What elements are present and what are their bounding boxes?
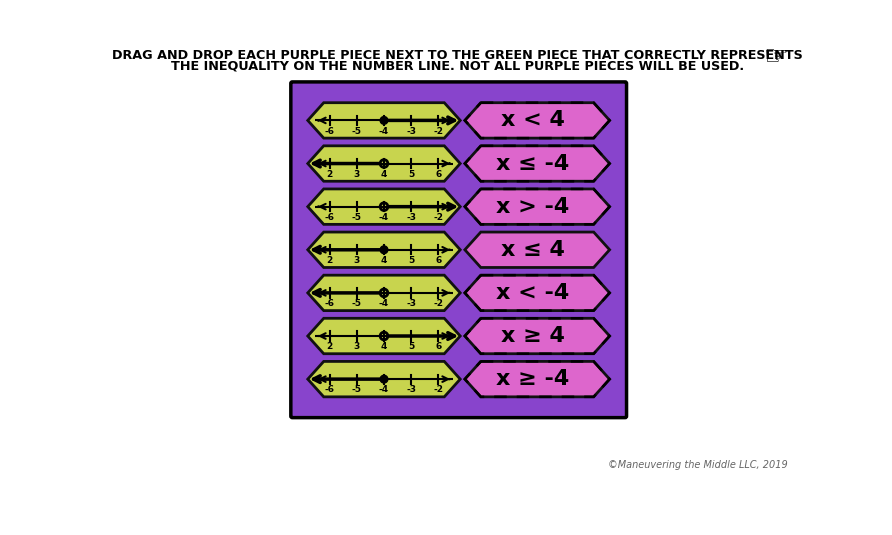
Text: x ≥ 4: x ≥ 4 bbox=[501, 326, 565, 346]
Text: -2: -2 bbox=[434, 299, 443, 308]
Polygon shape bbox=[308, 362, 460, 397]
Circle shape bbox=[380, 246, 388, 254]
Text: 5: 5 bbox=[408, 256, 414, 265]
Text: -4: -4 bbox=[379, 299, 389, 308]
Text: x ≤ 4: x ≤ 4 bbox=[501, 240, 565, 260]
Text: 3: 3 bbox=[354, 342, 360, 351]
Polygon shape bbox=[465, 103, 609, 138]
Text: ☞: ☞ bbox=[764, 43, 789, 71]
Text: -2: -2 bbox=[434, 385, 443, 394]
Polygon shape bbox=[465, 318, 609, 354]
Text: 4: 4 bbox=[381, 256, 387, 265]
Text: 5: 5 bbox=[408, 170, 414, 179]
Text: -6: -6 bbox=[325, 299, 334, 308]
Text: 2: 2 bbox=[326, 342, 333, 351]
Polygon shape bbox=[308, 318, 460, 354]
Text: -5: -5 bbox=[352, 299, 362, 308]
Text: -6: -6 bbox=[325, 213, 334, 222]
Text: 6: 6 bbox=[435, 256, 442, 265]
Text: 4: 4 bbox=[381, 342, 387, 351]
Text: -6: -6 bbox=[325, 385, 334, 394]
Text: -3: -3 bbox=[406, 299, 416, 308]
Text: 4: 4 bbox=[381, 170, 387, 179]
Polygon shape bbox=[308, 275, 460, 311]
Text: 6: 6 bbox=[435, 342, 442, 351]
Text: x ≤ -4: x ≤ -4 bbox=[496, 154, 569, 173]
Circle shape bbox=[380, 117, 388, 124]
Text: -6: -6 bbox=[325, 127, 334, 135]
Text: 6: 6 bbox=[435, 170, 442, 179]
Text: 5: 5 bbox=[408, 342, 414, 351]
Text: -3: -3 bbox=[406, 213, 416, 222]
Circle shape bbox=[380, 289, 388, 297]
Circle shape bbox=[380, 159, 388, 167]
Polygon shape bbox=[465, 362, 609, 397]
Text: x > -4: x > -4 bbox=[496, 197, 569, 217]
Text: ©Maneuvering the Middle LLC, 2019: ©Maneuvering the Middle LLC, 2019 bbox=[608, 460, 789, 470]
Polygon shape bbox=[465, 232, 609, 268]
Text: 2: 2 bbox=[326, 256, 333, 265]
Circle shape bbox=[380, 332, 388, 340]
Polygon shape bbox=[308, 146, 460, 181]
Text: 3: 3 bbox=[354, 170, 360, 179]
Circle shape bbox=[380, 203, 388, 210]
Text: -3: -3 bbox=[406, 127, 416, 135]
Text: -5: -5 bbox=[352, 213, 362, 222]
Text: DRAG AND DROP EACH PURPLE PIECE NEXT TO THE GREEN PIECE THAT CORRECTLY REPRESENT: DRAG AND DROP EACH PURPLE PIECE NEXT TO … bbox=[112, 49, 803, 62]
Text: x ≥ -4: x ≥ -4 bbox=[496, 369, 569, 389]
Text: -4: -4 bbox=[379, 385, 389, 394]
Polygon shape bbox=[465, 189, 609, 224]
Text: -2: -2 bbox=[434, 213, 443, 222]
Polygon shape bbox=[308, 232, 460, 268]
Text: x < 4: x < 4 bbox=[501, 110, 565, 131]
Text: -2: -2 bbox=[434, 127, 443, 135]
Polygon shape bbox=[308, 103, 460, 138]
Text: 2: 2 bbox=[326, 170, 333, 179]
Polygon shape bbox=[308, 189, 460, 224]
Polygon shape bbox=[465, 275, 609, 311]
Text: THE INEQUALITY ON THE NUMBER LINE. NOT ALL PURPLE PIECES WILL BE USED.: THE INEQUALITY ON THE NUMBER LINE. NOT A… bbox=[170, 60, 744, 73]
Circle shape bbox=[380, 375, 388, 383]
Text: x < -4: x < -4 bbox=[496, 283, 569, 303]
Text: -4: -4 bbox=[379, 127, 389, 135]
Text: -5: -5 bbox=[352, 127, 362, 135]
Text: -3: -3 bbox=[406, 385, 416, 394]
Text: -4: -4 bbox=[379, 213, 389, 222]
Polygon shape bbox=[465, 146, 609, 181]
FancyBboxPatch shape bbox=[291, 82, 626, 418]
Text: 3: 3 bbox=[354, 256, 360, 265]
Text: -5: -5 bbox=[352, 385, 362, 394]
